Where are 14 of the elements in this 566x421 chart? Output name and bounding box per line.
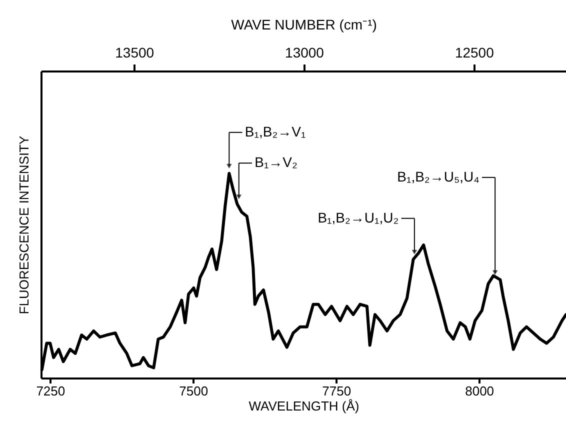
x2-tick-label: 12500 — [454, 44, 494, 60]
annotation: B₁,B₂→U₅,U₄ — [397, 168, 480, 184]
annotation: B₁→V₂ — [254, 154, 298, 170]
x-tick-label: 7750 — [322, 384, 352, 398]
x2-tick-label: 13000 — [285, 44, 324, 60]
annotation: B₁,B₂→V₁ — [244, 123, 306, 140]
annotation: B₁,B₂→U₁,U₂ — [318, 209, 399, 226]
x-tick-label: 7250 — [36, 384, 66, 398]
x-tick-label: 8000 — [465, 384, 494, 398]
x2-tick-label: 13500 — [115, 44, 154, 60]
x-tick-label: 7500 — [179, 384, 208, 398]
x-axis-title: WAVELENGTH (Å) — [248, 398, 360, 414]
x2-axis-title: WAVE NUMBER (cm⁻¹) — [231, 16, 377, 32]
y-axis-title: FLUORESCENCE INTENSITY — [16, 135, 32, 314]
